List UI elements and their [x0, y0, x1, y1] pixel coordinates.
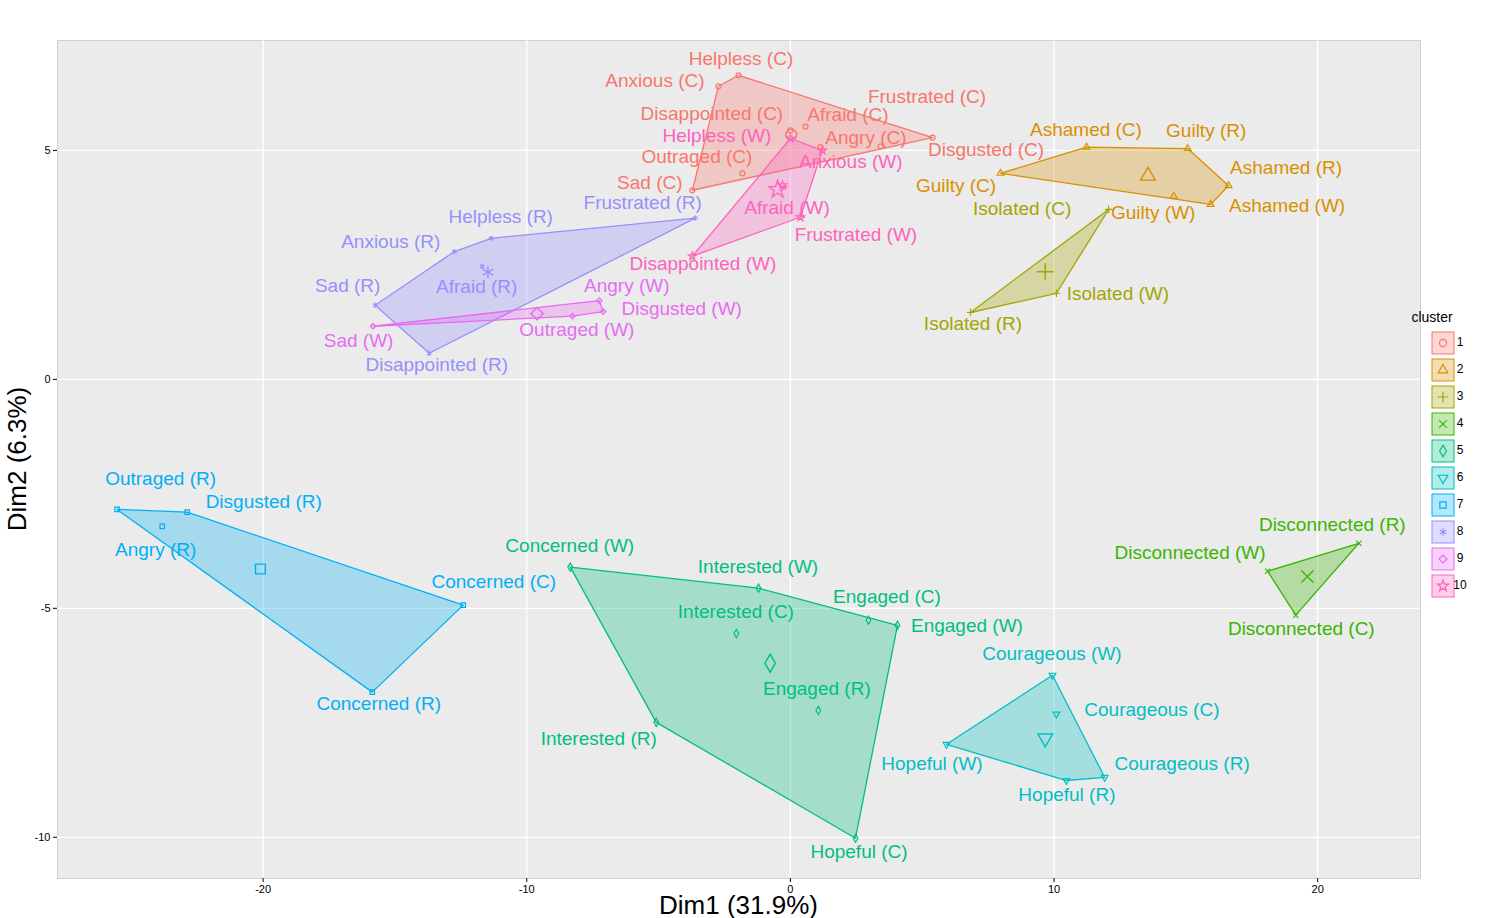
svg-text:Angry (R): Angry (R): [115, 539, 196, 560]
svg-text:Sad (W): Sad (W): [324, 330, 394, 351]
svg-text:Engaged (W): Engaged (W): [911, 615, 1023, 636]
svg-text:Helpless (W): Helpless (W): [663, 125, 772, 146]
svg-text:4: 4: [1457, 416, 1464, 430]
svg-text:Hopeful (W): Hopeful (W): [881, 753, 982, 774]
svg-text:5: 5: [1457, 443, 1464, 457]
svg-text:6: 6: [1457, 470, 1464, 484]
svg-text:Outraged (W): Outraged (W): [519, 319, 634, 340]
svg-text:10: 10: [1453, 578, 1467, 592]
svg-text:Guilty (R): Guilty (R): [1166, 120, 1246, 141]
svg-text:Ashamed (C): Ashamed (C): [1030, 119, 1142, 140]
svg-text:2: 2: [1457, 362, 1464, 376]
svg-text:Courageous (W): Courageous (W): [982, 643, 1121, 664]
svg-text:0: 0: [44, 373, 50, 385]
svg-text:Afraid (W): Afraid (W): [744, 197, 830, 218]
svg-text:10: 10: [1048, 883, 1060, 895]
svg-text:Dim1 (31.9%): Dim1 (31.9%): [659, 890, 818, 918]
svg-text:Helpless (C): Helpless (C): [689, 48, 794, 69]
svg-text:Outraged (R): Outraged (R): [105, 468, 216, 489]
svg-text:Angry (W): Angry (W): [584, 275, 670, 296]
svg-text:Disgusted (W): Disgusted (W): [622, 298, 742, 319]
svg-text:Ashamed (W): Ashamed (W): [1229, 195, 1345, 216]
svg-text:Disappointed (C): Disappointed (C): [641, 103, 784, 124]
svg-text:Isolated (C): Isolated (C): [973, 198, 1071, 219]
svg-text:Hopeful (C): Hopeful (C): [810, 841, 907, 862]
svg-text:Disgusted (C): Disgusted (C): [928, 139, 1044, 160]
svg-text:Anxious (C): Anxious (C): [605, 70, 704, 91]
svg-text:Guilty (W): Guilty (W): [1111, 202, 1195, 223]
svg-text:Courageous (C): Courageous (C): [1084, 699, 1219, 720]
svg-text:Disgusted (R): Disgusted (R): [206, 491, 322, 512]
svg-text:Isolated (R): Isolated (R): [924, 313, 1022, 334]
svg-text:20: 20: [1312, 883, 1324, 895]
svg-text:Courageous (R): Courageous (R): [1115, 753, 1250, 774]
svg-text:Disappointed (R): Disappointed (R): [365, 354, 508, 375]
svg-text:7: 7: [1457, 497, 1464, 511]
svg-text:Sad (C): Sad (C): [617, 172, 682, 193]
svg-text:Frustrated (W): Frustrated (W): [795, 224, 917, 245]
svg-text:-10: -10: [519, 883, 535, 895]
svg-text:Frustrated (R): Frustrated (R): [584, 192, 702, 213]
svg-text:Disconnected (W): Disconnected (W): [1115, 542, 1266, 563]
svg-text:Helpless (R): Helpless (R): [448, 206, 553, 227]
svg-text:Sad (R): Sad (R): [315, 275, 380, 296]
svg-text:Guilty (C): Guilty (C): [916, 175, 996, 196]
svg-text:Anxious (R): Anxious (R): [341, 231, 440, 252]
svg-text:3: 3: [1457, 389, 1464, 403]
svg-text:Concerned (R): Concerned (R): [316, 693, 441, 714]
svg-text:Afraid (R): Afraid (R): [436, 276, 517, 297]
svg-text:Anxious (W): Anxious (W): [799, 151, 902, 172]
svg-text:-5: -5: [41, 602, 51, 614]
svg-text:5: 5: [44, 144, 50, 156]
svg-text:Dim2 (6.3%): Dim2 (6.3%): [2, 387, 32, 531]
svg-text:8: 8: [1457, 524, 1464, 538]
svg-text:Hopeful (R): Hopeful (R): [1018, 784, 1115, 805]
svg-text:Disconnected (C): Disconnected (C): [1228, 618, 1375, 639]
svg-text:Outraged (C): Outraged (C): [641, 146, 752, 167]
svg-text:Frustrated (C): Frustrated (C): [867, 86, 987, 108]
svg-text:Isolated (W): Isolated (W): [1067, 283, 1169, 304]
svg-text:Angry (C): Angry (C): [825, 127, 906, 148]
svg-text:Engaged (R): Engaged (R): [763, 678, 871, 699]
svg-text:Disappointed (W): Disappointed (W): [629, 253, 776, 274]
svg-text:Interested (W): Interested (W): [698, 556, 818, 577]
svg-text:Ashamed (R): Ashamed (R): [1230, 157, 1342, 178]
svg-text:Interested (C): Interested (C): [678, 601, 794, 622]
svg-text:Concerned (W): Concerned (W): [505, 535, 634, 556]
svg-text:Concerned (C): Concerned (C): [431, 571, 556, 592]
svg-text:Engaged (C): Engaged (C): [833, 586, 941, 607]
svg-text:-10: -10: [35, 831, 51, 843]
svg-text:cluster: cluster: [1411, 309, 1453, 325]
svg-text:Interested (R): Interested (R): [541, 728, 657, 749]
svg-text:Afraid (C): Afraid (C): [807, 104, 888, 125]
svg-text:-20: -20: [255, 883, 271, 895]
svg-text:Disconnected (R): Disconnected (R): [1259, 514, 1406, 535]
svg-text:1: 1: [1457, 335, 1464, 349]
svg-text:9: 9: [1457, 551, 1464, 565]
